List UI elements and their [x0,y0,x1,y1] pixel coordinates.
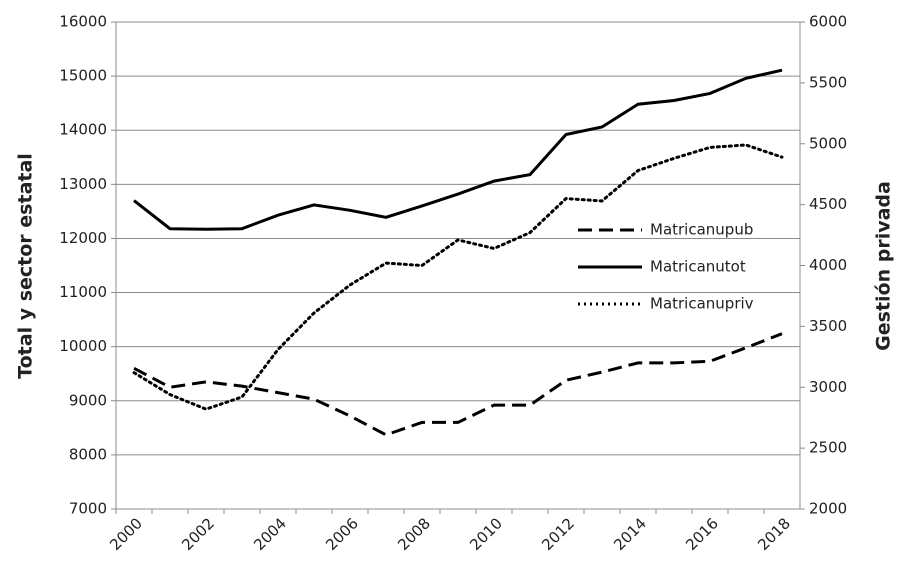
y2-tick-label: 2000 [809,500,847,518]
y2-tick-label: 2500 [809,439,847,457]
y-axis-title: Total y sector estatal [15,153,37,379]
series-line [133,332,783,437]
y-tick-label: 12000 [59,229,107,247]
y2-axis-title: Gestión privada [873,181,895,351]
y2-tick-label: 3000 [809,378,847,396]
legend-label: Matricanupub [650,221,753,239]
x-tick-label: 2008 [394,514,434,554]
legend-label: Matricanutot [650,258,746,276]
x-tick-label: 2018 [754,514,794,554]
x-tick-label: 2006 [322,514,362,554]
y-tick-label: 13000 [59,175,107,193]
y-tick-label: 14000 [59,121,107,139]
series-line [132,143,784,411]
y2-tick-label: 4000 [809,256,847,274]
x-tick-label: 2014 [610,514,650,554]
y-tick-label: 7000 [69,500,107,518]
y2-tick-label: 6000 [809,13,847,31]
series-line [133,68,783,231]
legend-label: Matricanupriv [650,295,754,313]
y-tick-label: 15000 [59,67,107,85]
x-tick-label: 2004 [250,514,290,554]
x-tick-label: 2016 [682,514,722,554]
x-tick-label: 2002 [178,514,218,554]
y-tick-label: 8000 [69,445,107,463]
x-tick-label: 2012 [538,514,578,554]
x-tick-label: 2010 [466,514,506,554]
y-tick-label: 11000 [59,283,107,301]
x-tick-label: 2000 [106,514,146,554]
y-tick-label: 16000 [59,13,107,31]
y2-tick-label: 4500 [809,195,847,213]
y-tick-label: 10000 [59,337,107,355]
y-tick-label: 9000 [69,391,107,409]
y2-tick-label: 5000 [809,134,847,152]
y2-tick-label: 3500 [809,317,847,335]
y2-tick-label: 5500 [809,73,847,91]
